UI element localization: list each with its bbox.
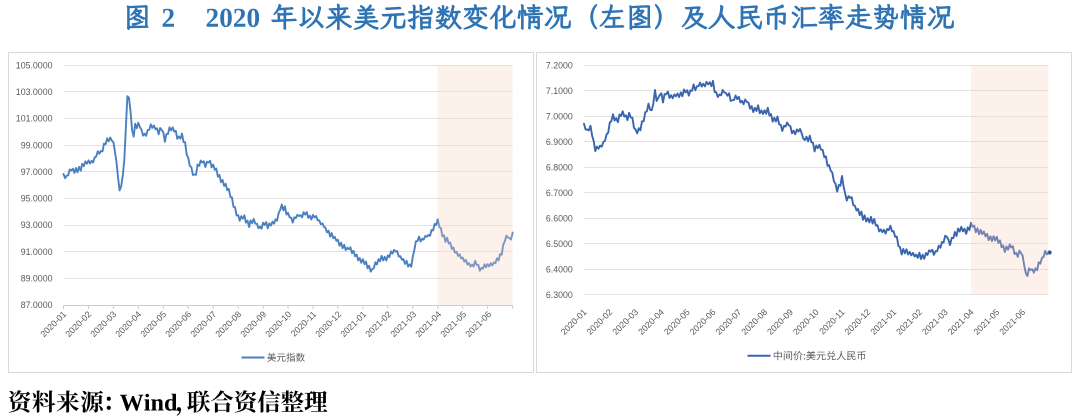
svg-text:6.8000: 6.8000 (546, 162, 573, 172)
svg-text:6.4000: 6.4000 (546, 264, 573, 274)
svg-text:93.0000: 93.0000 (21, 220, 53, 230)
svg-text:101.0000: 101.0000 (16, 114, 53, 124)
svg-text:7.1000: 7.1000 (546, 86, 573, 96)
svg-text:87.0000: 87.0000 (21, 300, 53, 310)
svg-text:95.0000: 95.0000 (21, 194, 53, 204)
svg-text:6.5000: 6.5000 (546, 239, 573, 249)
svg-text:7.0000: 7.0000 (546, 111, 573, 121)
svg-text:103.0000: 103.0000 (16, 87, 53, 97)
svg-text:97.0000: 97.0000 (21, 167, 53, 177)
svg-text:7.2000: 7.2000 (546, 60, 573, 70)
svg-text:6.6000: 6.6000 (546, 213, 573, 223)
svg-text:6.7000: 6.7000 (546, 188, 573, 198)
svg-text:99.0000: 99.0000 (21, 140, 53, 150)
svg-text:6.3000: 6.3000 (546, 290, 573, 300)
svg-text:105.0000: 105.0000 (16, 60, 53, 70)
svg-text:89.0000: 89.0000 (21, 274, 53, 284)
svg-text:91.0000: 91.0000 (21, 247, 53, 257)
svg-text:6.9000: 6.9000 (546, 137, 573, 147)
